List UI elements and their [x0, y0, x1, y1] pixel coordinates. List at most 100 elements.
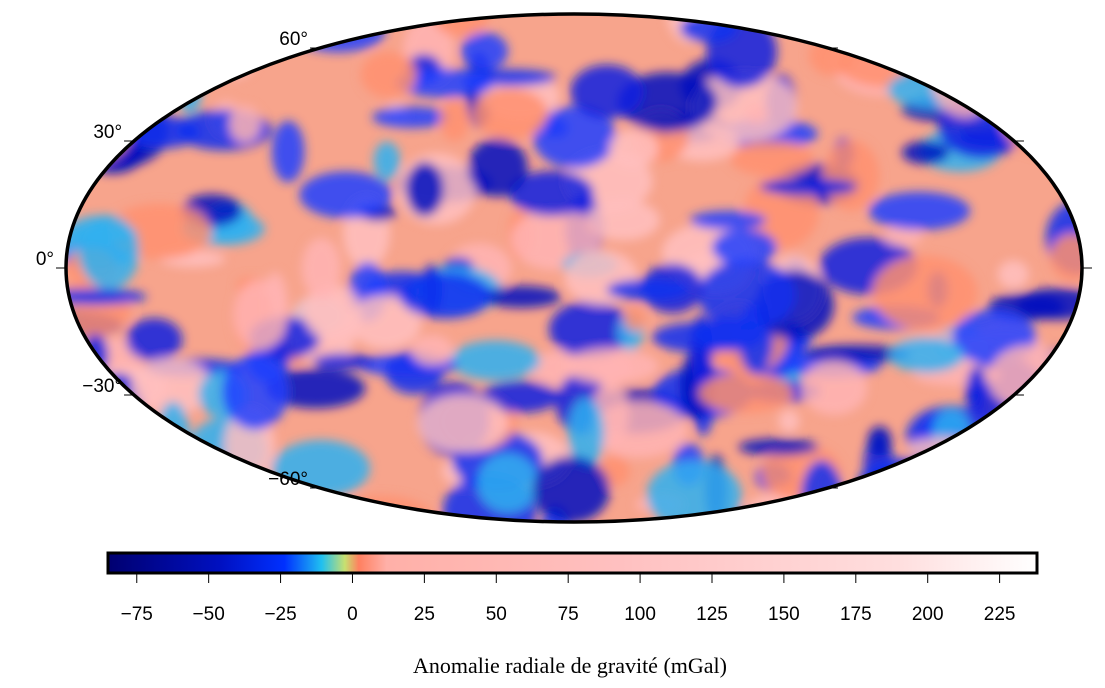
- blob: [998, 260, 1029, 289]
- blob: [869, 192, 971, 230]
- blob: [372, 107, 449, 128]
- blob: [53, 499, 91, 554]
- blob: [873, 256, 978, 331]
- blob: [607, 279, 691, 301]
- blob: [229, 105, 260, 142]
- colorbar-tick-label: 200: [912, 604, 944, 625]
- blob: [680, 14, 738, 43]
- blob: [838, 492, 865, 519]
- blob: [609, 129, 658, 167]
- blob: [902, 141, 949, 164]
- blob: [894, 495, 1000, 557]
- blob: [126, 318, 182, 361]
- blob: [312, 353, 374, 369]
- blob: [692, 317, 765, 351]
- lat-label: 60°: [279, 29, 308, 50]
- blob: [399, 273, 491, 319]
- blob: [1010, 435, 1104, 508]
- blob: [1012, 401, 1092, 451]
- blob: [1025, 496, 1050, 517]
- blob: [374, 142, 401, 180]
- blob: [591, 402, 688, 458]
- blob: [417, 395, 508, 453]
- blob: [406, 162, 444, 216]
- blob: [564, 349, 659, 384]
- blob: [334, 505, 372, 537]
- colorbar-tick-label: 0: [347, 604, 358, 625]
- blob: [837, 41, 940, 87]
- map-surface: [17, 0, 1105, 557]
- blob: [348, 516, 371, 538]
- blob: [730, 141, 814, 176]
- blob: [1007, 28, 1049, 54]
- blob: [801, 460, 842, 534]
- blob: [85, 69, 112, 91]
- blob: [959, 435, 1059, 504]
- blob: [949, 63, 1013, 79]
- colorbar-tick-label: 50: [486, 604, 507, 625]
- blob: [954, 469, 1016, 535]
- blob: [932, 408, 971, 458]
- colorbar-tick-label: 225: [984, 604, 1016, 625]
- blob: [299, 171, 392, 218]
- blob: [532, 456, 609, 523]
- blob: [74, 432, 104, 462]
- blob: [916, 41, 984, 82]
- colorbar-tick-label: −75: [121, 604, 153, 625]
- blob: [855, 498, 930, 550]
- lat-label: 30°: [93, 122, 122, 143]
- blob: [1007, 43, 1099, 82]
- blob: [477, 453, 538, 512]
- blob: [1004, 456, 1094, 503]
- blob: [889, 338, 964, 373]
- colorbar-tick-label: 150: [768, 604, 800, 625]
- blob: [899, 453, 984, 502]
- blob: [450, 340, 540, 380]
- blob: [272, 121, 305, 183]
- blob: [76, 44, 105, 62]
- blob: [1027, 63, 1093, 117]
- blob: [302, 238, 341, 299]
- blob: [851, 0, 937, 30]
- colorbar-tick-label: 25: [414, 604, 435, 625]
- colorbar-label: Anomalie radiale de gravité (mGal): [413, 653, 727, 678]
- blob: [801, 361, 867, 415]
- lat-label: 0°: [36, 249, 54, 270]
- colorbar-tick-label: 175: [840, 604, 872, 625]
- blob: [875, 12, 935, 62]
- blob: [119, 29, 185, 52]
- blob: [760, 178, 857, 195]
- blob: [233, 280, 287, 350]
- blob: [823, 140, 879, 210]
- blob: [738, 439, 818, 456]
- blob: [976, 446, 1082, 479]
- blob: [746, 105, 767, 123]
- blob: [857, 458, 959, 515]
- blob: [440, 99, 469, 141]
- blob: [699, 373, 794, 413]
- blob: [690, 211, 767, 230]
- blob: [64, 226, 137, 242]
- blob: [1001, 82, 1095, 155]
- blob: [956, 436, 1042, 472]
- blob: [729, 512, 767, 529]
- blob: [213, 23, 258, 78]
- blob: [624, 307, 645, 331]
- blob: [995, 406, 1026, 453]
- blob: [66, 0, 161, 45]
- blob: [779, 410, 800, 433]
- blob: [36, 2, 93, 23]
- blob: [868, 426, 892, 456]
- colorbar-tick-label: 75: [558, 604, 579, 625]
- blob: [887, 0, 982, 63]
- blob: [468, 138, 528, 196]
- blob: [461, 32, 508, 70]
- blob: [482, 286, 561, 308]
- blob: [171, 62, 227, 81]
- colorbar-tick-label: 100: [624, 604, 656, 625]
- blob: [966, 366, 986, 413]
- blob: [712, 229, 777, 266]
- blob: [993, 0, 1025, 31]
- blob: [570, 65, 644, 119]
- blob: [43, 288, 146, 305]
